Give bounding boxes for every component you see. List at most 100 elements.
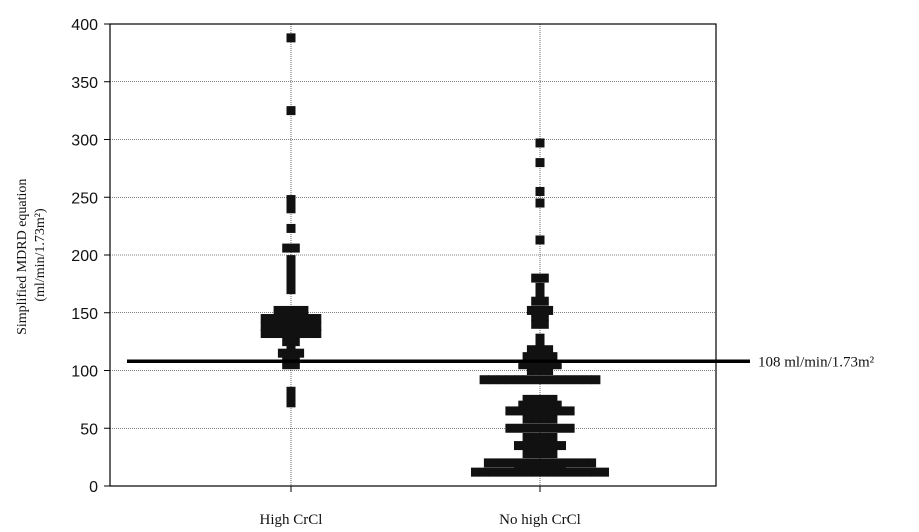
data-point	[286, 271, 296, 281]
data-point	[277, 314, 287, 324]
data-point	[286, 285, 296, 295]
data-point	[539, 414, 549, 424]
data-point	[501, 458, 511, 468]
category-label: High CrCl	[260, 512, 323, 528]
data-point	[574, 375, 584, 385]
data-point	[312, 329, 322, 339]
data-point	[535, 198, 545, 208]
data-point	[295, 348, 305, 358]
data-point	[548, 414, 558, 424]
data-point	[535, 360, 545, 370]
data-point	[548, 423, 558, 433]
data-point	[522, 464, 532, 474]
data-point	[282, 337, 292, 347]
data-point	[531, 311, 541, 321]
data-point	[535, 400, 545, 410]
data-point	[582, 467, 592, 477]
data-point	[514, 464, 523, 474]
data-point	[277, 322, 287, 332]
data-point	[539, 423, 549, 433]
data-point	[303, 322, 313, 332]
data-point	[295, 329, 305, 339]
data-point	[582, 375, 592, 385]
data-point	[518, 360, 528, 370]
data-point	[565, 406, 575, 416]
category-label: No high CrCl	[499, 512, 581, 528]
data-point	[518, 458, 528, 468]
data-point	[587, 458, 597, 468]
data-point	[535, 138, 545, 148]
data-point	[505, 406, 515, 416]
data-point	[290, 360, 300, 370]
data-point	[260, 322, 270, 332]
data-point	[286, 348, 296, 358]
data-point	[539, 319, 549, 329]
data-point	[312, 314, 322, 324]
data-point	[269, 329, 279, 339]
data-point	[539, 296, 549, 306]
data-point	[531, 319, 541, 329]
data-point	[286, 195, 296, 205]
data-point	[286, 314, 296, 324]
data-point	[295, 314, 305, 324]
data-point	[505, 375, 515, 385]
data-point	[531, 296, 541, 306]
data-point	[539, 432, 549, 442]
data-point	[544, 345, 554, 355]
data-point	[539, 464, 549, 474]
data-point	[299, 305, 309, 315]
data-point	[544, 400, 554, 410]
data-point	[522, 441, 532, 451]
data-point	[303, 329, 313, 339]
data-point	[531, 273, 541, 283]
data-point	[290, 305, 300, 315]
data-point	[535, 158, 545, 168]
data-point	[260, 314, 270, 324]
y-axis-title-line2: (ml/min/1.73m²)	[33, 208, 48, 302]
data-point	[569, 458, 579, 468]
data-point	[290, 337, 300, 347]
data-point	[535, 235, 545, 245]
data-point	[514, 423, 523, 433]
data-point	[574, 467, 584, 477]
data-point	[548, 441, 558, 451]
data-point	[548, 406, 558, 416]
data-point	[286, 329, 296, 339]
y-tick-label: 100	[71, 364, 98, 381]
data-point	[548, 432, 558, 442]
grid	[110, 23, 716, 487]
data-point	[557, 375, 566, 385]
data-point	[479, 467, 489, 477]
data-point	[557, 464, 566, 474]
data-point	[312, 322, 322, 332]
data-point	[286, 386, 296, 396]
data-point	[535, 333, 545, 343]
data-point	[286, 106, 296, 116]
data-points	[260, 33, 609, 477]
data-point	[277, 348, 287, 358]
data-point	[295, 322, 305, 332]
data-point	[290, 354, 300, 364]
data-point	[531, 464, 541, 474]
data-point	[286, 33, 296, 43]
data-point	[286, 223, 296, 233]
data-point	[514, 441, 523, 451]
reference-line-group: 108 ml/min/1.73m²	[127, 354, 875, 370]
data-point	[531, 449, 541, 459]
data-point	[260, 329, 270, 339]
data-point	[544, 305, 554, 315]
data-point	[539, 273, 549, 283]
data-point	[539, 394, 549, 404]
data-point	[561, 458, 571, 468]
data-point	[531, 423, 541, 433]
y-tick-label: 300	[71, 133, 98, 150]
data-point	[531, 394, 541, 404]
data-point	[286, 199, 296, 209]
data-point	[535, 345, 545, 355]
data-point	[539, 441, 549, 451]
data-point	[535, 290, 545, 300]
data-point	[522, 449, 532, 459]
data-point	[526, 345, 536, 355]
data-point	[531, 441, 541, 451]
data-point	[479, 375, 489, 385]
